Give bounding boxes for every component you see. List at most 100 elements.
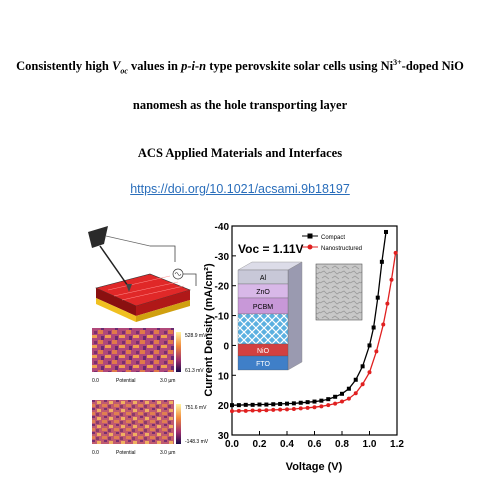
data-point-compact bbox=[340, 391, 344, 396]
data-point-compact bbox=[333, 394, 338, 399]
legend-nano-label: Nanostructured bbox=[321, 246, 362, 252]
data-point-nanostructured bbox=[291, 407, 296, 412]
x-tick-label: 1.0 bbox=[363, 439, 377, 450]
stack-layer-label: FTO bbox=[256, 361, 270, 368]
legend: Compact Nanostructured bbox=[302, 233, 362, 252]
data-point-compact bbox=[367, 343, 372, 348]
kpfm-map-bottom: 751.6 mV -148.3 mV 0.0 Potential 3.0 µm bbox=[92, 400, 209, 456]
data-point-nanostructured bbox=[385, 301, 390, 306]
data-point-compact bbox=[257, 402, 262, 407]
data-point-compact bbox=[353, 377, 358, 382]
data-point-compact bbox=[319, 398, 324, 403]
x-tick-label: 0.2 bbox=[253, 439, 267, 450]
data-point-compact bbox=[371, 325, 376, 330]
data-point-compact bbox=[312, 399, 317, 404]
stack-layer-label: ZnO bbox=[256, 289, 270, 296]
colorbar-max-label: 528.9 mV bbox=[185, 333, 207, 339]
data-point-nanostructured bbox=[298, 406, 303, 411]
map-axis-end: 3.0 µm bbox=[160, 450, 175, 456]
x-tick-label: 0.6 bbox=[308, 439, 322, 450]
y-tick-label: 10 bbox=[218, 371, 230, 382]
data-point-nanostructured bbox=[243, 408, 248, 413]
data-point-nanostructured bbox=[257, 408, 262, 413]
x-tick-label: 0.8 bbox=[335, 439, 349, 450]
data-point-compact bbox=[305, 400, 310, 405]
stack-layer bbox=[237, 313, 289, 345]
data-point-compact bbox=[236, 403, 241, 408]
paper-title-line-2: nanomesh as the hole transporting layer bbox=[132, 98, 348, 112]
data-point-compact bbox=[271, 402, 276, 407]
data-point-compact bbox=[230, 403, 234, 408]
data-point-compact bbox=[379, 259, 384, 264]
data-point-compact bbox=[278, 401, 283, 406]
jv-chart: -40 -30 -20 -10 0 10 20 300.0 0.2 0.4 0.6 0.8 1.0 1.2… bbox=[203, 222, 404, 473]
data-point-nanostructured bbox=[374, 349, 379, 354]
data-point-nanostructured bbox=[340, 399, 344, 404]
x-tick-label: 0.0 bbox=[225, 439, 239, 450]
y-tick-label: 20 bbox=[218, 401, 230, 412]
legend-compact-label: Compact bbox=[321, 235, 345, 241]
data-point-compact bbox=[298, 400, 303, 405]
data-point-nanostructured bbox=[278, 407, 283, 412]
stack-layer bbox=[237, 355, 289, 371]
data-point-nanostructured bbox=[271, 407, 276, 412]
legend-nano-marker bbox=[307, 244, 313, 250]
data-point-nanostructured bbox=[393, 250, 398, 255]
x-axis-label: Voltage (V) bbox=[286, 461, 343, 473]
data-point-nanostructured bbox=[305, 405, 310, 410]
data-point-nanostructured bbox=[236, 408, 241, 413]
map-axis-start: 0.0 bbox=[92, 378, 99, 384]
data-point-nanostructured bbox=[312, 405, 317, 410]
data-point-compact bbox=[291, 401, 296, 406]
data-point-compact bbox=[243, 402, 248, 407]
paper-title-line-1: Consistently high Voc values in p-i-n ty… bbox=[16, 58, 464, 76]
data-point-nanostructured bbox=[326, 403, 331, 408]
data-point-nanostructured bbox=[285, 407, 289, 412]
data-point-compact bbox=[375, 295, 380, 300]
journal-name: ACS Applied Materials and Interfaces bbox=[137, 146, 343, 160]
data-point-nanostructured bbox=[367, 370, 372, 375]
data-point-nanostructured bbox=[381, 322, 386, 327]
stack-layer-label: Al bbox=[260, 275, 267, 282]
sem-image-inset bbox=[315, 263, 363, 321]
colorbar-max-label: 751.6 mV bbox=[185, 405, 207, 411]
data-point-nanostructured bbox=[319, 404, 324, 409]
y-axis-label: Current Density (mA/cm²) bbox=[203, 263, 215, 397]
kpfm-map-top: 528.9 mV 61.3 mV 0.0 Potential 3.0 µm bbox=[92, 328, 207, 384]
data-point-nanostructured bbox=[353, 391, 358, 396]
data-point-compact bbox=[346, 386, 351, 391]
data-point-nanostructured bbox=[333, 401, 338, 406]
colorbar-min-label: -148.3 mV bbox=[185, 439, 209, 445]
x-tick-label: 0.4 bbox=[280, 439, 294, 450]
data-point-nanostructured bbox=[360, 382, 365, 387]
data-point-nanostructured bbox=[230, 409, 234, 414]
data-point-compact bbox=[360, 364, 365, 369]
device-stack-inset: Al ZnO PCBM NiO FTO bbox=[237, 261, 303, 371]
data-point-compact bbox=[326, 397, 331, 402]
y-tick-label: -20 bbox=[215, 282, 230, 293]
y-tick-label: -40 bbox=[215, 222, 230, 233]
y-tick-label: -30 bbox=[215, 252, 230, 263]
y-tick-label: -10 bbox=[215, 312, 230, 323]
x-tick-label: 1.2 bbox=[390, 439, 404, 450]
stack-layer-label: PCBM bbox=[253, 304, 273, 311]
data-point-compact bbox=[285, 401, 289, 406]
data-point-nanostructured bbox=[346, 396, 351, 401]
map-axis-label: Potential bbox=[116, 378, 135, 384]
map-axis-end: 3.0 µm bbox=[160, 378, 175, 384]
y-tick-label: 30 bbox=[218, 431, 230, 442]
stack-layer-label: NiO bbox=[257, 348, 270, 355]
kpfm-device-sketch bbox=[88, 226, 197, 322]
legend-compact-marker bbox=[307, 233, 313, 239]
data-point-nanostructured bbox=[250, 408, 255, 413]
data-point-nanostructured bbox=[264, 408, 269, 413]
doi-link[interactable]: https://doi.org/10.1021/acsami.9b18197 bbox=[130, 182, 350, 196]
data-point-compact bbox=[384, 229, 388, 234]
data-point-compact bbox=[264, 402, 269, 407]
map-axis-start: 0.0 bbox=[92, 450, 99, 456]
y-tick-label: 0 bbox=[223, 341, 229, 352]
colorbar-min-label: 61.3 mV bbox=[185, 368, 204, 374]
voc-annotation: Voc = 1.11V bbox=[238, 242, 304, 256]
map-axis-label: Potential bbox=[116, 450, 135, 456]
